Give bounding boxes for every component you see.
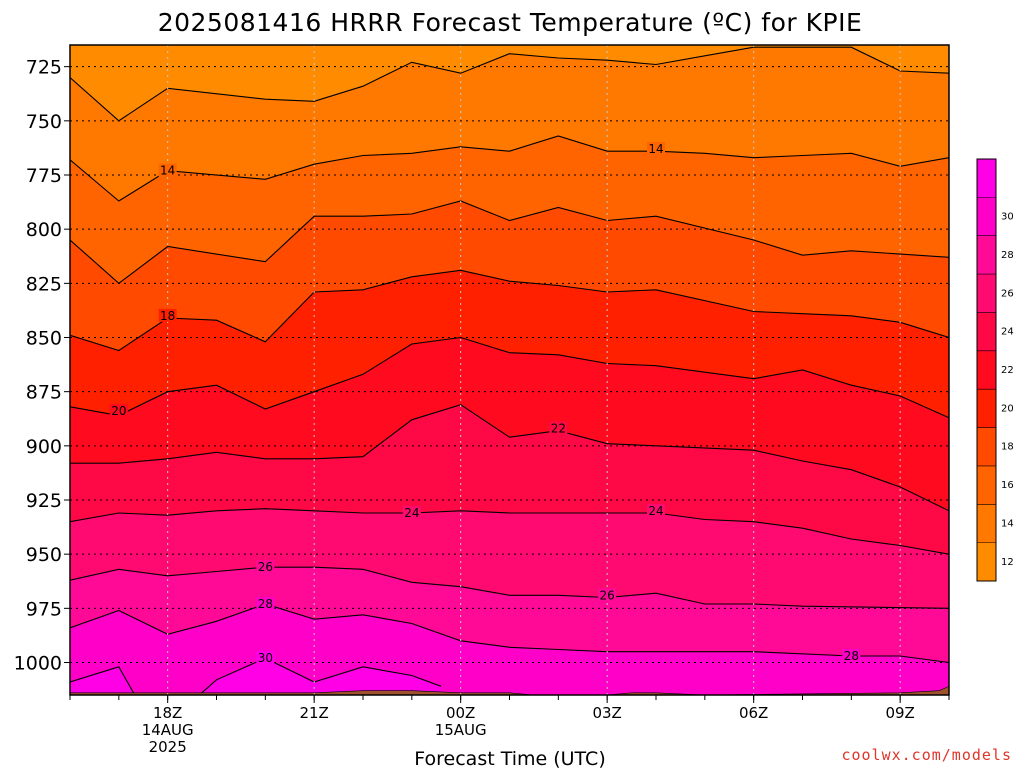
contour-label: 14	[648, 142, 663, 156]
credit-text: coolwx.com/models	[841, 746, 1012, 764]
x-tick-label: 21Z	[299, 704, 328, 722]
y-tick-label: 750	[26, 111, 62, 133]
contour-line-12-0	[70, 46, 949, 122]
colorbar-segment	[977, 389, 996, 429]
colorbar-label: 14	[1001, 518, 1014, 529]
colorbar-segment	[977, 159, 996, 198]
contour-label-bg	[549, 421, 568, 435]
y-tick-label: 1000	[14, 653, 62, 675]
colorbar-frame	[976, 158, 997, 582]
colorbar-label: 26	[1001, 288, 1014, 299]
band-30-0	[70, 666, 134, 695]
contour-line-16-2	[70, 200, 949, 285]
contour-label-bg	[647, 503, 665, 517]
contour-label-bg	[842, 649, 861, 662]
x-tick-label: 00Z	[446, 704, 475, 722]
y-tick-label: 925	[26, 490, 62, 512]
colorbar-segment	[977, 235, 996, 275]
colorbar-segment	[977, 465, 996, 505]
colorbar-segment	[977, 274, 996, 313]
y-axis: 725 750 775 800 825 850 875 900 925 950 975 1000	[14, 57, 70, 675]
contour-label-bg	[402, 506, 421, 519]
colorbar-segment	[977, 504, 996, 544]
contour-label: 28	[844, 649, 859, 663]
contour-label: 24	[404, 506, 419, 520]
x-tick-label: 15AUG	[435, 721, 487, 739]
y-tick-label: 725	[26, 57, 62, 79]
contour-label-bg	[256, 597, 275, 610]
contour-label-bg	[109, 404, 128, 418]
y-tick-label: 775	[26, 165, 62, 187]
x-tick-label: 09Z	[885, 704, 914, 722]
colorbar-segment	[977, 197, 996, 237]
x-tick-label: 14AUG	[142, 721, 194, 739]
colorbar-label: 30	[1001, 212, 1014, 223]
colorbar-label: 12	[1001, 557, 1014, 568]
colorbar-segment	[977, 427, 996, 467]
colorbar-segment	[977, 350, 996, 390]
contour-label-bg	[158, 163, 177, 177]
colorbar-label: 22	[1001, 365, 1014, 376]
contour-label: 24	[648, 504, 663, 518]
colorbar-label: 16	[1001, 480, 1014, 491]
colorbar-label: 18	[1001, 442, 1014, 453]
contour-line-24-6	[70, 508, 949, 555]
colorbar-segment	[977, 542, 996, 582]
contour-label-bg	[158, 308, 177, 322]
contour-line-22-5	[70, 404, 949, 512]
contour-label-bg	[256, 560, 275, 574]
contour-line-14-1	[70, 135, 949, 202]
x-tick-label: 03Z	[592, 704, 621, 722]
colorbar: 12 14 16 18 20 22 24 26 28 30	[976, 158, 1014, 582]
contour-label-bg	[256, 651, 275, 665]
y-tick-label: 900	[26, 436, 62, 458]
contour-label-bg	[647, 142, 665, 155]
contour-label: 28	[258, 597, 273, 611]
y-tick-label: 875	[26, 382, 62, 404]
y-tick-label: 975	[26, 598, 62, 620]
colorbar-label: 28	[1001, 250, 1014, 261]
band-30-1	[201, 658, 442, 695]
contour-label: 14	[160, 164, 175, 178]
contour-label-bg	[598, 588, 617, 602]
contour-label: 22	[551, 422, 566, 436]
y-tick-label: 850	[26, 328, 62, 350]
contour-label: 18	[160, 309, 175, 323]
ground-fill	[70, 685, 949, 695]
contour-label: 26	[600, 588, 615, 602]
x-axis-label: Forecast Time (UTC)	[414, 748, 605, 768]
x-tick-label: 2025	[149, 738, 187, 756]
x-tick-label: 06Z	[739, 704, 768, 722]
contour-label: 30	[258, 651, 273, 665]
y-tick-label: 800	[26, 219, 62, 241]
y-tick-label: 825	[26, 273, 62, 295]
colorbar-label: 20	[1001, 403, 1014, 414]
contour-line-28-8	[70, 603, 949, 664]
y-tick-label: 950	[26, 544, 62, 566]
contour-label: 20	[111, 404, 126, 418]
colorbar-segment	[977, 312, 996, 352]
colorbar-label: 24	[1001, 327, 1014, 338]
contour-line-20-4	[70, 336, 949, 419]
x-tick-label: 18Z	[153, 704, 182, 722]
contour-label: 26	[258, 560, 273, 574]
contour-line-30-9	[70, 666, 134, 694]
contour-line-18-3	[70, 269, 949, 352]
chart-title: 2025081416 HRRR Forecast Temperature (ºC…	[158, 8, 863, 37]
